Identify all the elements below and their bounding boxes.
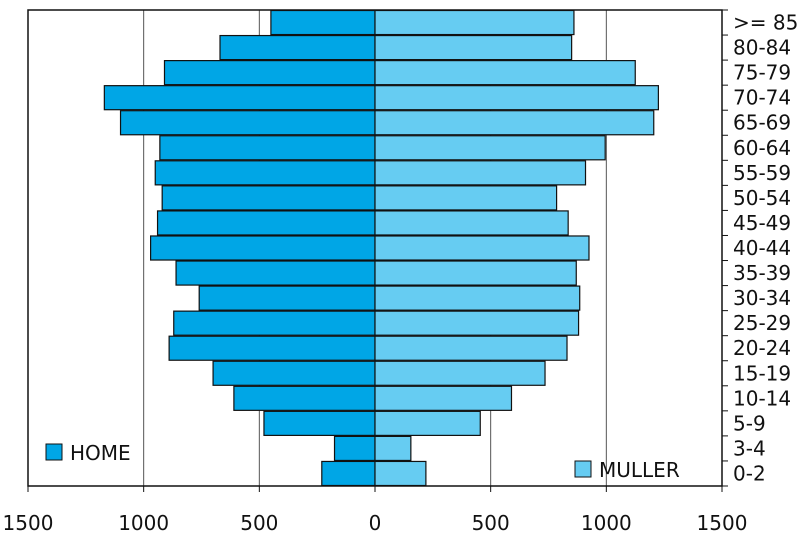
legend-home-swatch [45, 443, 63, 461]
category-label: 0-2 [733, 461, 766, 485]
x-axis-ticks: 1500 1000 500 0 500 1000 1500 [3, 511, 748, 535]
bar-muller-50-54 [374, 185, 558, 211]
category-label: 40-44 [733, 236, 791, 260]
bar-muller-25-29 [374, 310, 580, 336]
home-bars [103, 9, 376, 487]
category-labels: 0-23-45-910-1415-1920-2425-2930-3435-394… [733, 11, 798, 486]
bar-muller-5-9 [374, 410, 481, 436]
bar-home-5-9 [263, 410, 376, 436]
legend-muller: MULLER [574, 458, 680, 482]
bar-muller-10-14 [374, 385, 513, 411]
x-tick-label: 1000 [581, 511, 632, 535]
category-label: 60-64 [733, 136, 791, 160]
x-tick-label: 1500 [3, 511, 54, 535]
bar-muller-45-49 [374, 210, 569, 236]
bar-muller-40-44 [374, 235, 590, 261]
x-tick-label: 500 [472, 511, 510, 535]
bar-muller-20-24 [374, 335, 568, 361]
bar-muller-0-2 [374, 460, 427, 487]
bar-muller-55-59 [374, 160, 587, 186]
bar-muller->= 85 [374, 9, 575, 36]
legend-home: HOME [45, 441, 131, 465]
legend-muller-swatch [574, 460, 592, 478]
bar-muller-70-74 [374, 85, 659, 111]
legend-muller-label: MULLER [599, 458, 680, 482]
category-label: 10-14 [733, 386, 791, 410]
bar-home->= 85 [270, 9, 376, 36]
bar-home-50-54 [161, 185, 376, 211]
bar-muller-3-4 [374, 435, 412, 462]
category-label: 75-79 [733, 61, 791, 85]
x-tick-label: 500 [240, 511, 278, 535]
category-label: 25-29 [733, 311, 791, 335]
category-label: 3-4 [733, 436, 766, 460]
bar-home-25-29 [173, 310, 376, 336]
bar-home-65-69 [119, 110, 376, 136]
x-tick-label: 1500 [697, 511, 748, 535]
bar-muller-80-84 [374, 34, 573, 61]
bar-muller-60-64 [374, 135, 606, 161]
x-tick-label: 0 [369, 511, 382, 535]
bar-home-60-64 [159, 135, 376, 161]
category-label: 80-84 [733, 36, 791, 60]
bar-home-80-84 [219, 34, 376, 61]
category-label: 55-59 [733, 161, 791, 185]
bar-home-0-2 [321, 460, 376, 487]
bar-muller-35-39 [374, 260, 577, 286]
muller-bars [374, 9, 659, 487]
plot-frame [27, 9, 728, 492]
legend-home-label: HOME [70, 441, 131, 465]
bar-home-40-44 [150, 235, 376, 261]
bar-home-20-24 [168, 335, 376, 361]
bar-home-10-14 [233, 385, 376, 411]
category-label: 45-49 [733, 211, 791, 235]
bar-home-35-39 [175, 260, 376, 286]
x-tick-label: 1000 [118, 511, 169, 535]
bar-home-55-59 [154, 160, 376, 186]
bar-muller-65-69 [374, 110, 655, 136]
bar-home-70-74 [103, 85, 376, 111]
bar-home-75-79 [163, 60, 376, 86]
category-label: 15-19 [733, 361, 791, 385]
category-label: 5-9 [733, 411, 766, 435]
category-label: 70-74 [733, 86, 791, 110]
category-label: 30-34 [733, 286, 791, 310]
bar-home-3-4 [333, 435, 376, 462]
bar-home-30-34 [198, 285, 376, 311]
category-label: 50-54 [733, 186, 791, 210]
category-label: 35-39 [733, 261, 791, 285]
bar-muller-75-79 [374, 60, 636, 86]
category-label: 65-69 [733, 111, 791, 135]
category-label: 20-24 [733, 336, 791, 360]
bar-home-45-49 [156, 210, 376, 236]
bar-muller-15-19 [374, 360, 546, 386]
bar-muller-30-34 [374, 285, 581, 311]
category-label: >= 85 [733, 11, 798, 35]
bar-home-15-19 [212, 360, 376, 386]
